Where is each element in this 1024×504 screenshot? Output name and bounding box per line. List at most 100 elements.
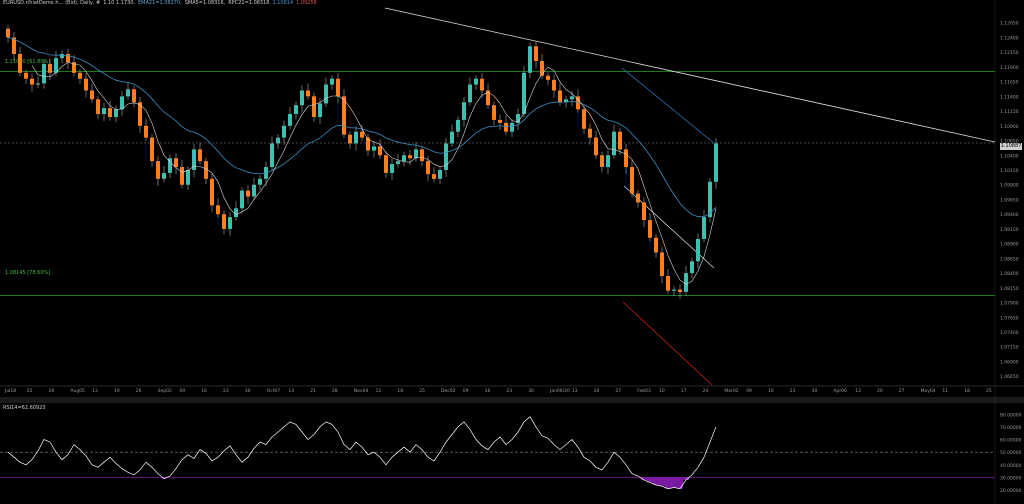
candle-body — [456, 119, 460, 132]
date-tick-label: Jul18 — [4, 388, 16, 394]
date-tick-label: Nov04 — [354, 388, 369, 394]
date-tick-label: Dec02 — [441, 388, 456, 394]
candle-body — [462, 102, 466, 120]
candle-body — [642, 202, 646, 221]
candle-body — [558, 90, 562, 103]
candle-body — [330, 78, 334, 85]
candle-body — [336, 78, 340, 97]
candle-body — [312, 96, 316, 117]
candle-body — [594, 137, 598, 156]
price-tick-label: 1.07400 — [1000, 330, 1019, 336]
price-tick-label: 1.08150 — [1000, 286, 1019, 292]
candle-body — [270, 143, 274, 168]
current-price-label: 1.10887 — [1000, 143, 1022, 150]
date-tick-label: Feb03 — [637, 388, 651, 394]
candle-body — [300, 90, 304, 106]
fib-level-label-1: 1.11000 [61.80%] — [5, 59, 51, 65]
date-tick-label: Jan06/20 — [549, 388, 570, 394]
candle-body — [90, 90, 94, 100]
candle-body — [138, 102, 142, 126]
candle-body — [18, 53, 22, 73]
candle-body — [258, 178, 262, 185]
price-tick-label: 1.06650 — [1000, 374, 1019, 380]
value-readout-1: 1.10814 — [272, 0, 294, 6]
date-tick-label: 09 — [746, 388, 752, 394]
candle-body — [294, 105, 298, 115]
candle-body — [426, 161, 430, 175]
candle-body — [228, 217, 232, 229]
price-tick-label: 1.11150 — [1000, 109, 1019, 115]
price-tick-label: 1.08900 — [1000, 242, 1019, 248]
candle-body — [648, 220, 652, 238]
candle-body — [252, 184, 256, 197]
candle-body — [600, 155, 604, 168]
candle-body — [366, 137, 370, 151]
rsi-tick-label: 40.00000 — [1000, 463, 1022, 469]
candle-body — [552, 79, 556, 91]
date-tick-label: 22 — [27, 388, 33, 394]
candle-body — [150, 137, 154, 162]
candle-body — [624, 149, 628, 168]
candle-body — [342, 96, 346, 135]
candle-body — [198, 149, 202, 162]
candle-body — [378, 146, 382, 156]
date-tick-label: 16 — [201, 388, 207, 394]
date-tick-label: 28 — [332, 388, 338, 394]
candle-body — [510, 122, 514, 132]
candle-body — [210, 178, 214, 206]
candle-body — [54, 58, 58, 73]
candle-body — [162, 172, 166, 179]
date-tick-label: 18 — [397, 388, 403, 394]
price-tick-label: 1.09400 — [1000, 212, 1019, 218]
candle-body — [480, 78, 484, 91]
candle-body — [306, 90, 310, 97]
date-tick-label: 10 — [659, 388, 665, 394]
candle-body — [282, 125, 286, 138]
date-tick-label: 26 — [136, 388, 142, 394]
candle-body — [606, 155, 610, 168]
candle-body — [546, 75, 550, 80]
candle-body — [360, 131, 364, 138]
price-tick-label: 1.10400 — [1000, 153, 1019, 159]
candle-body — [702, 217, 706, 239]
chart-header: EURUSD.r/hiatDemo h… (Bid), Daily, #1.10… — [3, 0, 320, 6]
rsi-tick-label: 20.00000 — [1000, 488, 1022, 494]
blue-trendline — [621, 67, 716, 145]
candle-body — [666, 276, 670, 291]
candle-body — [156, 161, 160, 179]
candle-body — [48, 63, 52, 73]
candle-body — [492, 105, 496, 120]
date-tick-label: 24 — [703, 388, 709, 394]
candle-body — [540, 61, 544, 76]
price-tick-label: 1.11650 — [1000, 80, 1019, 86]
candle-body — [696, 238, 700, 262]
price-tick-label: 1.09150 — [1000, 227, 1019, 233]
candle-body — [672, 289, 676, 291]
date-tick-label: 14 — [288, 388, 294, 394]
date-tick-label: May04 — [921, 388, 936, 394]
candle-body — [432, 174, 436, 179]
candle-body — [690, 261, 694, 274]
candle-body — [528, 46, 532, 73]
candle-body — [498, 119, 502, 123]
candle-body — [324, 84, 328, 104]
candle-body — [348, 134, 352, 144]
candle-body — [564, 99, 568, 103]
candle-body — [276, 137, 280, 144]
price-tick-label: 1.12150 — [1000, 50, 1019, 56]
candle-body — [372, 146, 376, 151]
date-tick-label: 09 — [463, 388, 469, 394]
candle-body — [438, 169, 442, 179]
candle-body — [60, 53, 64, 59]
price-tick-label: 1.07900 — [1000, 301, 1019, 307]
date-tick-label: 23 — [506, 388, 512, 394]
rsi-tick-label: 30.00000 — [1000, 475, 1022, 481]
candle-body — [42, 63, 46, 84]
date-tick-label: 23 — [223, 388, 229, 394]
candle-body — [630, 167, 634, 194]
rsi-header: RSI14=62.60923 — [3, 405, 46, 411]
candle-body — [186, 169, 190, 185]
candle-body — [468, 84, 472, 103]
price-tick-label: 1.07150 — [1000, 345, 1019, 351]
